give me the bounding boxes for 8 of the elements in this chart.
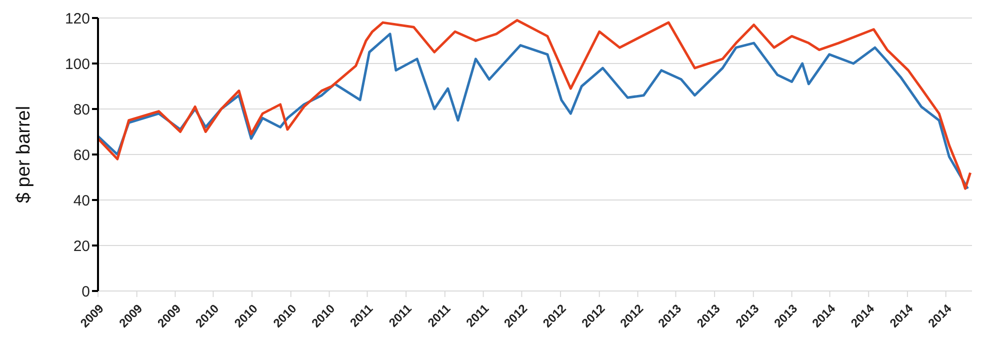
y-tick-label: 40 [73,192,90,210]
y-tick-label: 120 [64,10,90,28]
y-tick-label: 100 [64,56,90,73]
y-tick-label: 20 [73,238,90,255]
y-tick-label: 0 [82,283,90,300]
y-axis-title: $ per barrel [14,106,35,204]
y-tick-label: 60 [73,146,90,164]
y-tick-label: 80 [73,101,90,118]
